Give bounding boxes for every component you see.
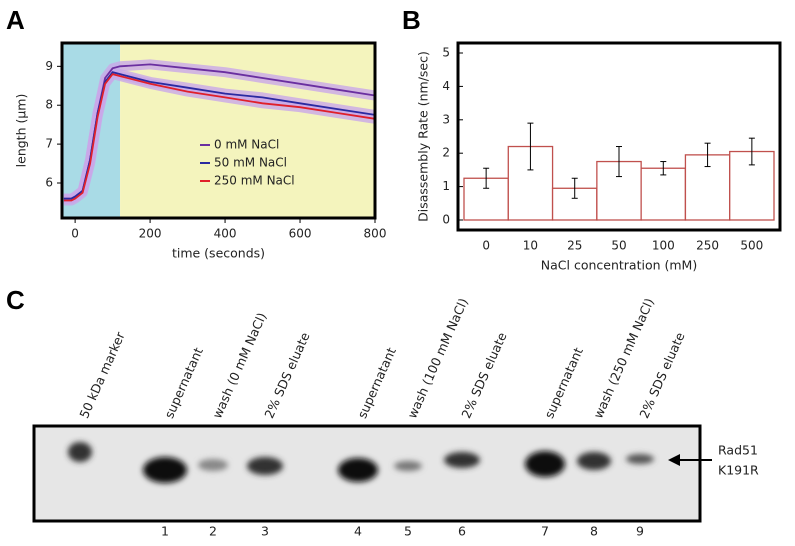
y-tick-label: 4 xyxy=(442,79,450,93)
data-line xyxy=(63,71,376,200)
lane-number: 9 xyxy=(636,524,644,539)
lane-label: 2% SDS eluate xyxy=(261,330,312,421)
lane-number: 2 xyxy=(209,524,217,539)
legend-label: 250 mM NaCl xyxy=(214,174,295,188)
y-axis-title: Disassembly Rate (nm/sec) xyxy=(416,51,431,222)
band-label: Rad51 xyxy=(718,443,758,458)
y-tick-label: 1 xyxy=(442,179,450,193)
lane-label: 2% SDS eluate xyxy=(636,330,687,421)
lane-label: 50 kDa marker xyxy=(76,329,128,421)
lane-number: 4 xyxy=(354,524,362,539)
y-tick-label: 6 xyxy=(45,176,53,190)
x-tick-label: 100 xyxy=(652,239,675,253)
y-tick-label: 7 xyxy=(45,137,53,151)
y-tick-label: 5 xyxy=(442,46,450,60)
plot-frame xyxy=(60,41,377,220)
lane-number: 8 xyxy=(590,524,598,539)
lane-label: wash (0 mM NaCl) xyxy=(209,310,269,420)
x-tick-label: 200 xyxy=(139,227,162,241)
x-tick-label: 50 xyxy=(611,239,626,253)
y-tick-label: 9 xyxy=(45,59,53,73)
band-label: K191R xyxy=(718,463,759,478)
y-tick-label: 2 xyxy=(442,146,450,160)
x-tick-label: 250 xyxy=(696,239,719,253)
lane-number: 1 xyxy=(161,524,169,539)
y-tick-label: 8 xyxy=(45,98,53,112)
data-line xyxy=(63,73,376,202)
legend-label: 50 mM NaCl xyxy=(214,156,287,170)
bar xyxy=(640,167,687,221)
lane-label: wash (100 mM NaCl) xyxy=(404,296,471,421)
lane-number: 7 xyxy=(541,524,549,539)
lane-number: 5 xyxy=(404,524,412,539)
lane-label: supernatant xyxy=(541,345,586,421)
x-tick-label: 800 xyxy=(364,227,387,241)
lane-number: 6 xyxy=(458,524,466,539)
x-tick-label: 600 xyxy=(289,227,312,241)
x-tick-label: 500 xyxy=(740,239,763,253)
lane-label: supernatant xyxy=(354,345,399,421)
x-axis-title: NaCl concentration (mM) xyxy=(541,258,697,273)
x-tick-label: 10 xyxy=(523,239,538,253)
plot-frame xyxy=(456,41,782,232)
lane-label: supernatant xyxy=(161,345,206,421)
chart-a: 0 mM NaCl 50 mM NaCl 250 mM NaCl 0 200 400 600… xyxy=(14,41,387,261)
x-tick-label: 400 xyxy=(214,227,237,241)
panel-label: A xyxy=(6,5,25,35)
panel-label: C xyxy=(6,285,25,315)
gel-bands xyxy=(68,442,654,483)
x-tick-label: 25 xyxy=(567,239,582,253)
y-tick-label: 0 xyxy=(442,213,450,227)
lane-number: 3 xyxy=(261,524,269,539)
panel-label: B xyxy=(402,5,421,35)
arrow-head xyxy=(668,454,680,466)
y-axis-title: length (µm) xyxy=(14,94,29,168)
lane-label: 2% SDS eluate xyxy=(458,330,509,421)
x-tick-label: 0 xyxy=(482,239,490,253)
y-tick-label: 3 xyxy=(442,112,450,126)
legend-label: 0 mM NaCl xyxy=(214,138,279,152)
x-tick-label: 0 xyxy=(71,227,79,241)
gel: 50 kDa marker supernatant wash (0 mM NaCl)… xyxy=(32,296,759,539)
x-axis-title: time (seconds) xyxy=(172,246,265,261)
